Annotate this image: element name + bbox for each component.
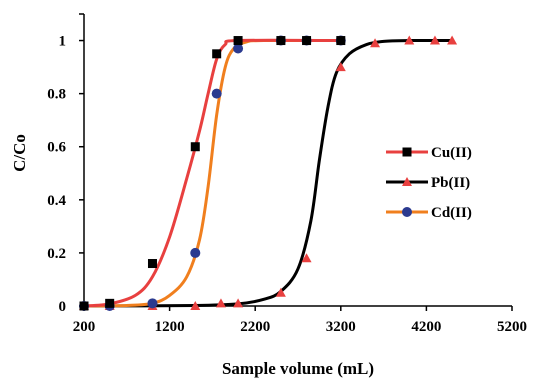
y-tick-label: 0.2 bbox=[47, 246, 66, 262]
legend-marker-pbii bbox=[402, 177, 412, 186]
data-point-cuii bbox=[190, 142, 200, 152]
data-point-pbii bbox=[215, 298, 226, 308]
data-point-cuii bbox=[276, 36, 286, 46]
data-point-cuii bbox=[212, 49, 222, 59]
x-tick-label: 5200 bbox=[497, 319, 527, 335]
legend-label-cdii: Cd(II) bbox=[431, 205, 472, 221]
x-tick-label: 4200 bbox=[411, 319, 441, 335]
data-point-cuii bbox=[105, 298, 115, 308]
y-tick-label: 0.8 bbox=[47, 87, 66, 103]
x-tick-label: 200 bbox=[73, 319, 96, 335]
x-tick-label: 2200 bbox=[240, 319, 270, 335]
series-line-cuii bbox=[83, 38, 341, 308]
x-axis-title: Sample volume (mL) bbox=[222, 359, 374, 378]
legend-label-pbii: Pb(II) bbox=[431, 175, 470, 191]
legend-label-cuii: Cu(II) bbox=[431, 145, 472, 161]
y-axis-title: C/Co bbox=[10, 134, 29, 172]
data-point-cdii bbox=[190, 247, 201, 258]
tick-labels: 200 1200 2200 3200 4200 5200 0 0.2 0.4 0.6 0.8 1 bbox=[47, 34, 527, 335]
data-point-cuii bbox=[79, 301, 89, 311]
data-point-pbii bbox=[370, 38, 381, 48]
data-point-pbii bbox=[335, 62, 346, 72]
legend-marker-cuii bbox=[402, 147, 412, 157]
data-point-pbii bbox=[404, 35, 415, 45]
data-point-pbii bbox=[233, 298, 244, 308]
data-point-cdii bbox=[211, 88, 222, 99]
series-curves bbox=[83, 38, 453, 308]
y-tick-label: 0.4 bbox=[47, 193, 66, 209]
legend: Cu(II) Pb(II) Cd(II) bbox=[386, 145, 472, 221]
y-tick-label: 1 bbox=[59, 34, 67, 50]
y-tick-label: 0 bbox=[59, 299, 67, 315]
data-point-pbii bbox=[301, 253, 312, 263]
data-point-cuii bbox=[336, 36, 346, 46]
series-markers bbox=[79, 35, 458, 311]
data-point-pbii bbox=[429, 35, 440, 45]
data-point-pbii bbox=[275, 287, 286, 297]
series-line-pbii bbox=[83, 38, 453, 308]
y-tick-label: 0.6 bbox=[47, 140, 66, 156]
data-point-pbii bbox=[447, 35, 458, 45]
x-tick-label: 3200 bbox=[326, 319, 356, 335]
data-point-cuii bbox=[302, 36, 312, 46]
data-point-cdii bbox=[233, 43, 244, 54]
legend-marker-cdii bbox=[402, 207, 412, 217]
data-point-pbii bbox=[190, 301, 201, 310]
data-point-cuii bbox=[233, 36, 243, 46]
axes bbox=[79, 13, 513, 311]
data-point-cdii bbox=[147, 298, 158, 309]
x-tick-label: 1200 bbox=[155, 319, 185, 335]
data-point-cuii bbox=[147, 259, 157, 269]
